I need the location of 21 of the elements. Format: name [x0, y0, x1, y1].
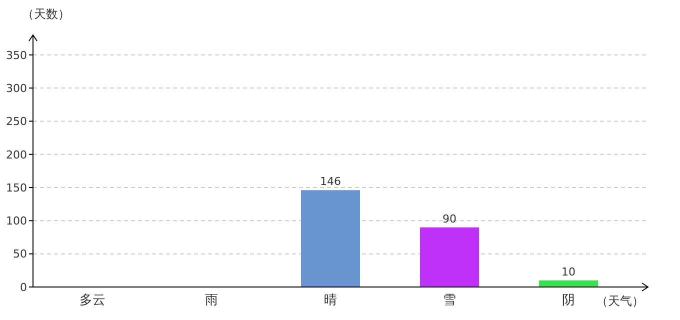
bar	[301, 190, 360, 287]
data-label: 10	[562, 265, 576, 278]
x-tick-label: 阴	[562, 293, 575, 308]
data-label: 146	[320, 175, 341, 188]
y-tick-label: 200	[6, 148, 27, 162]
x-tick-label: 雨	[205, 293, 218, 308]
bar	[539, 280, 598, 287]
y-tick-label: 100	[6, 214, 27, 228]
data-label: 90	[442, 212, 456, 226]
y-tick-label: 250	[6, 115, 27, 128]
x-tick-label: 晴	[324, 293, 337, 308]
y-tick-label: 350	[6, 48, 27, 62]
y-tick-label: 0	[20, 280, 27, 294]
bar	[420, 227, 479, 287]
x-tick-label: 多云	[80, 293, 106, 308]
y-tick-label: 300	[6, 82, 27, 95]
y-tick-label: 150	[6, 181, 27, 194]
y-tick-label: 50	[13, 248, 27, 261]
x-axis-title: （天气）	[596, 293, 644, 310]
x-tick-label: 雪	[443, 293, 456, 308]
y-axis-title: （天数）	[22, 6, 70, 23]
